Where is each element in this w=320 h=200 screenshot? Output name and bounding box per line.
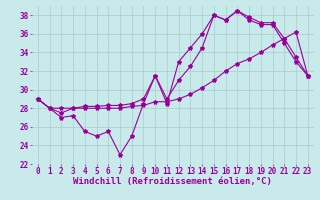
X-axis label: Windchill (Refroidissement éolien,°C): Windchill (Refroidissement éolien,°C) [73,177,272,186]
